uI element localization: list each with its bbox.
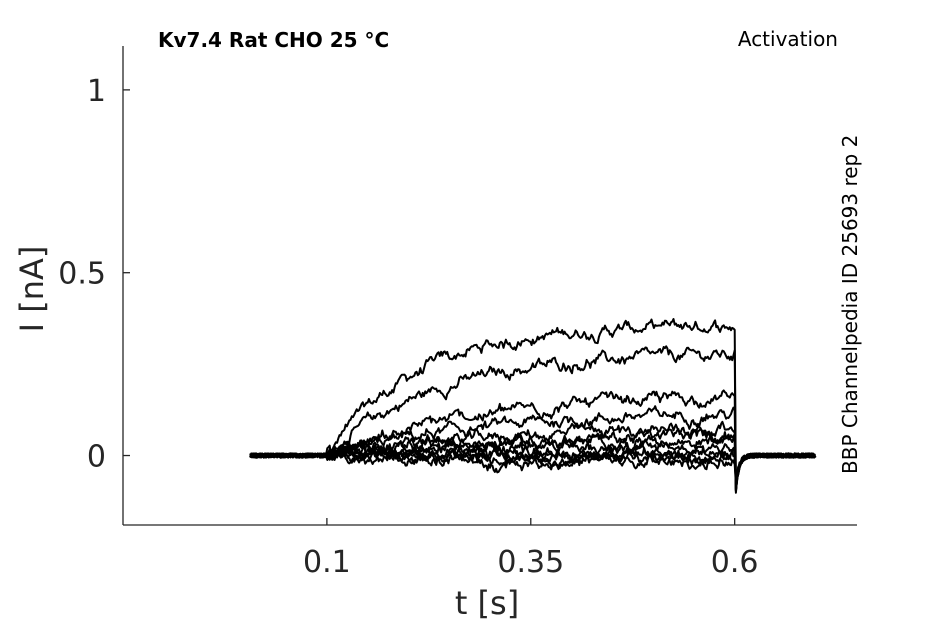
series-line [249,318,817,492]
series-line [249,445,816,484]
series-line [249,345,817,493]
ticks: 0.1 0.35 0.6 0 0.5 1 [58,74,758,580]
x-axis-label: t [s] [455,584,519,622]
side-label: BBP Channelpedia ID 25693 rep 2 [838,135,862,474]
y-tick-label: 0.5 [58,257,106,292]
traces [249,318,817,494]
x-tick-label: 0.35 [497,545,564,580]
series-line [249,446,817,486]
series-line [249,405,817,491]
x-tick-label: 0.6 [711,545,759,580]
x-tick-label: 0.1 [303,545,351,580]
chart-title: Kv7.4 Rat CHO 25 °C [158,28,389,52]
chart-subtitle: Activation [738,27,838,51]
y-tick-label: 1 [87,74,106,109]
y-tick-label: 0 [87,440,106,475]
y-axis-label: I [nA] [13,246,51,333]
